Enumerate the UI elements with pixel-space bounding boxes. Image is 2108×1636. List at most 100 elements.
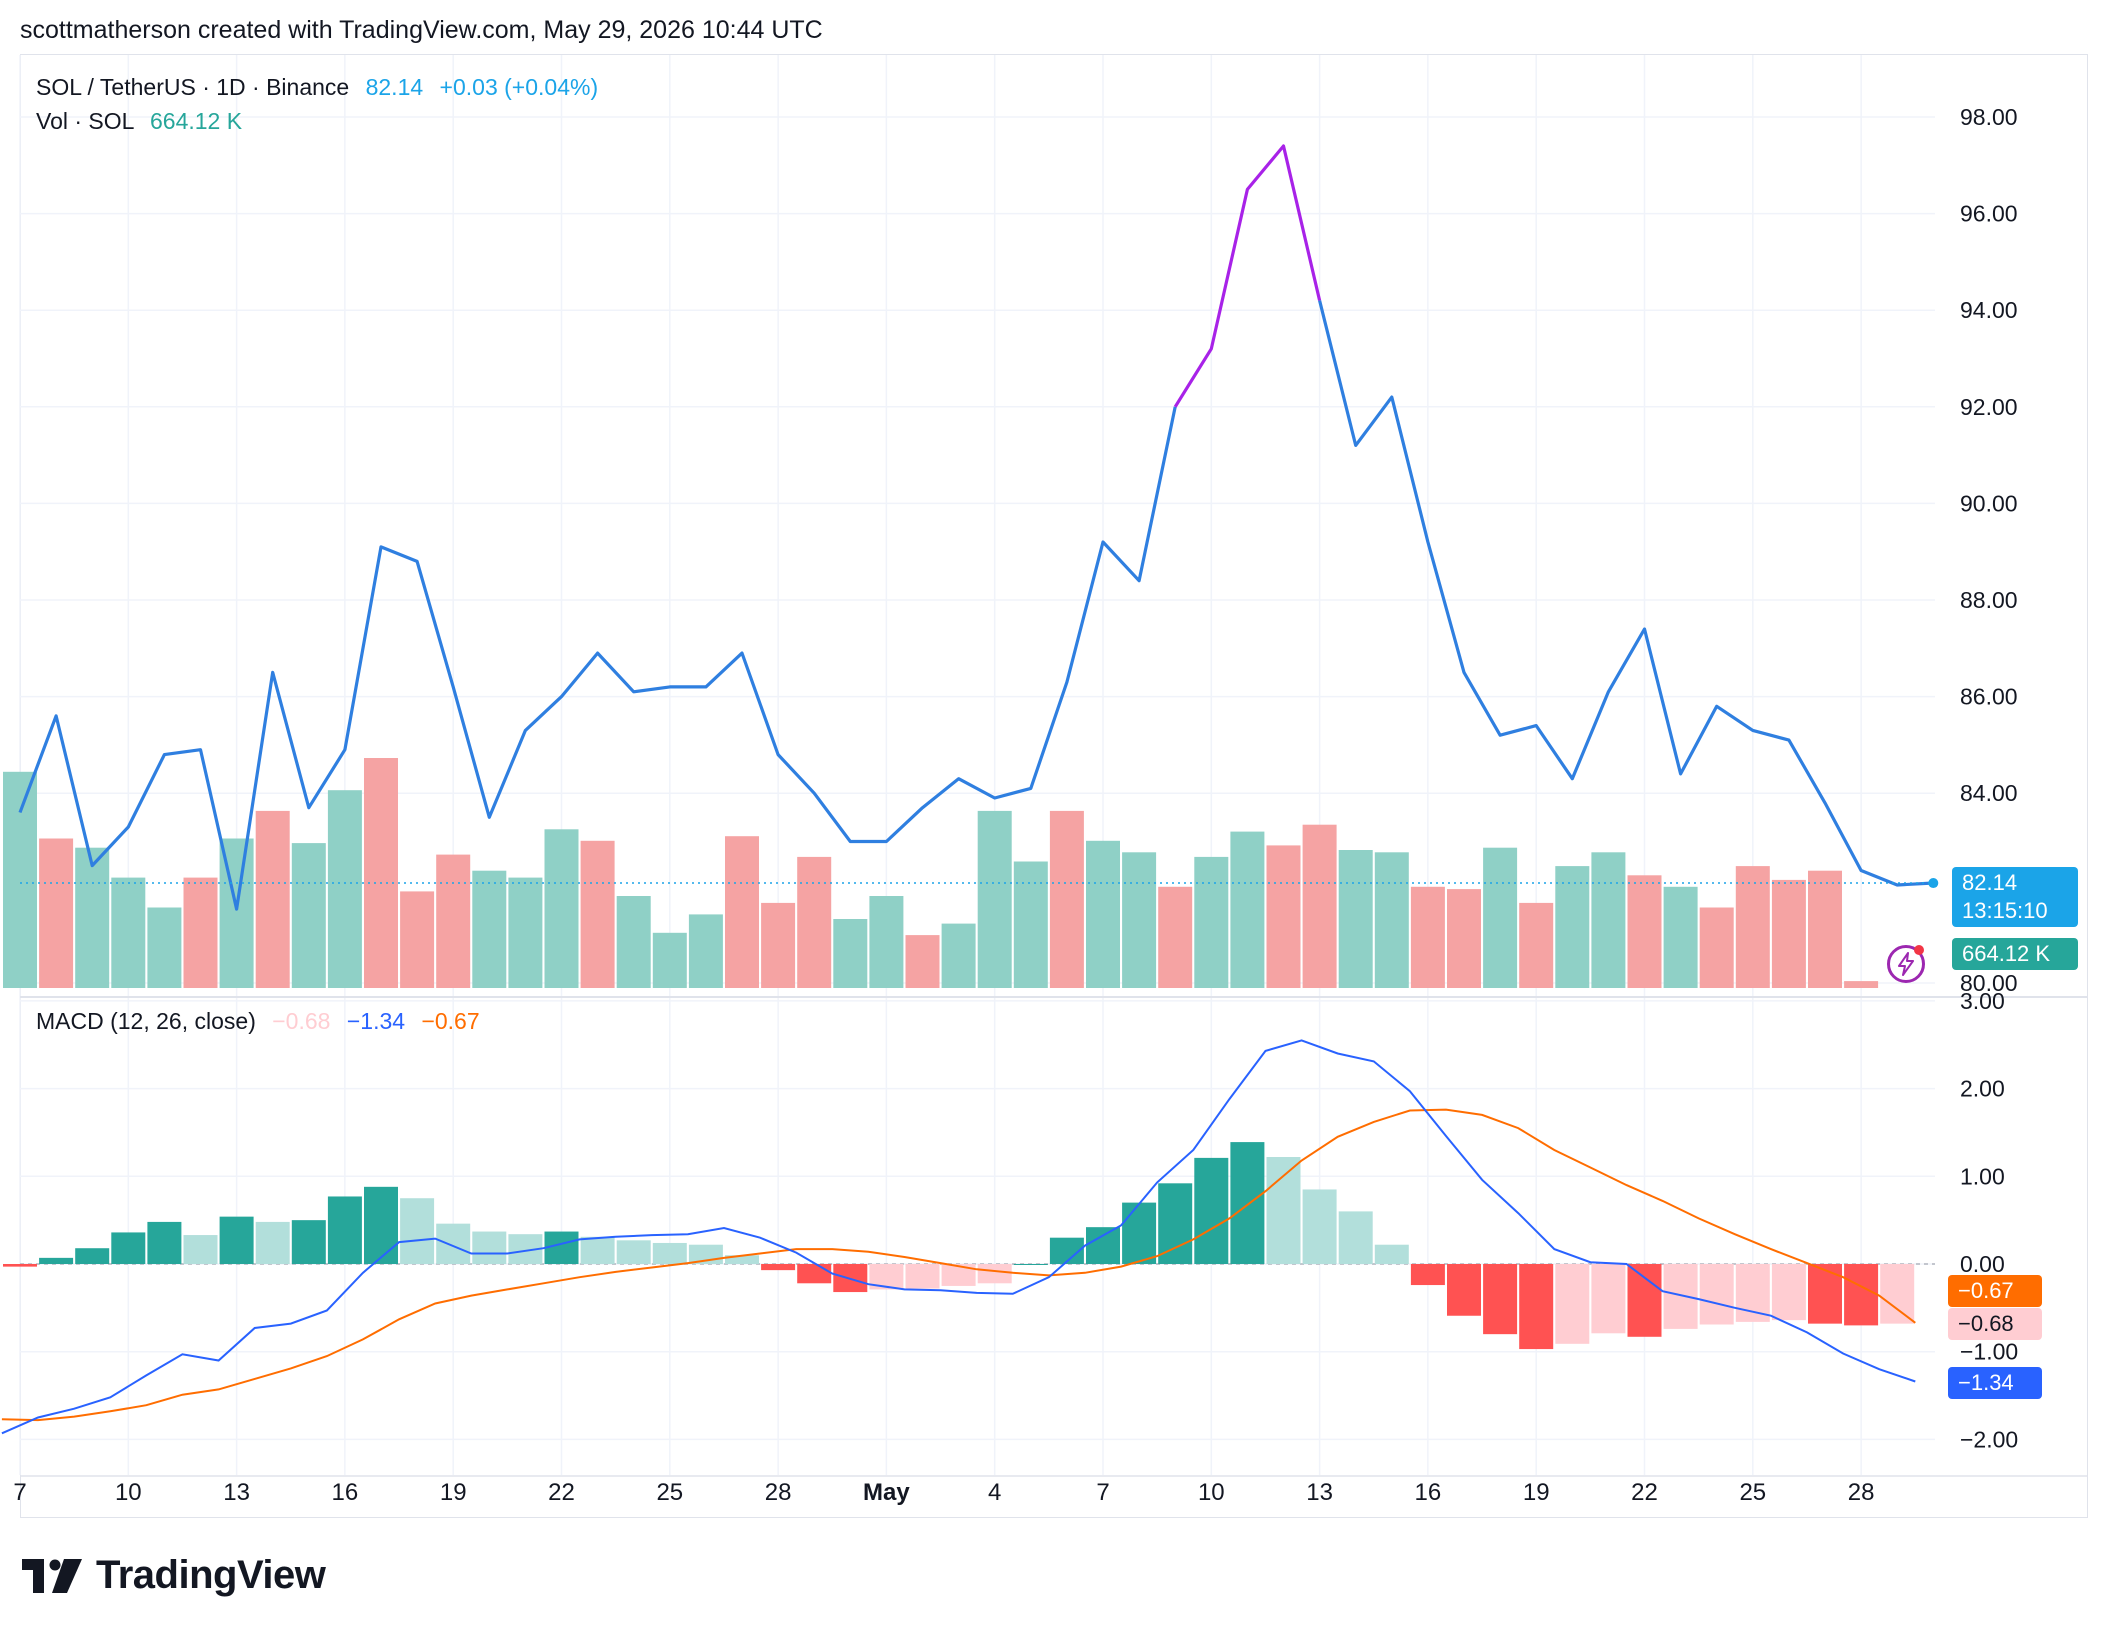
macd-line-value: −1.34 (346, 1008, 406, 1034)
macd-hist-value: −0.68 (272, 1008, 331, 1034)
volume-bar (1735, 866, 1770, 988)
macd-hist-bar (616, 1240, 651, 1264)
macd-hist-bar (1013, 1264, 1048, 1265)
volume-bar (1158, 886, 1193, 988)
macd-tag: −1.34 (1948, 1367, 2042, 1399)
volume-bar (508, 877, 543, 988)
macd-hist-bar (941, 1264, 976, 1286)
chart-canvas[interactable]: 98.00 96.00 94.00 92.00 90.00 88.00 86.00 84.00… (0, 0, 2108, 1530)
volume-bar (291, 843, 326, 988)
footer-logo[interactable]: TradingView (22, 1553, 326, 1598)
volume-bar (1086, 840, 1120, 988)
macd-histogram (3, 1142, 1915, 1350)
macd-hist-bar (1880, 1264, 1915, 1324)
macd-hist-bar (400, 1198, 435, 1264)
volume-bar (1230, 831, 1265, 988)
macd-hist-bar (219, 1216, 254, 1264)
macd-hist-bar (761, 1264, 796, 1271)
macd-hist-bar (1519, 1264, 1554, 1350)
volume-bar (1663, 886, 1698, 988)
volume-bar (1049, 810, 1084, 988)
volume-bar (580, 840, 615, 988)
volume-bar (1844, 981, 1879, 988)
price-legend: SOL / TetherUS · 1D · Binance 82.14 +0.0… (36, 70, 598, 138)
volume-bar (1519, 902, 1554, 988)
volume-bar (75, 847, 110, 988)
volume-bar (472, 870, 507, 988)
macd-hist-bar (1699, 1264, 1734, 1325)
price-tick-label: 98.00 (1960, 104, 2018, 130)
volume-label[interactable]: Vol · SOL (36, 108, 134, 134)
macd-hist-bar (436, 1223, 471, 1264)
signal-tag: −0.67 (1948, 1275, 2042, 1307)
macd-hist-bar (1844, 1264, 1879, 1326)
volume-bar (1410, 886, 1445, 988)
x-tick-label: 22 (548, 1479, 575, 1506)
price-tag: 82.14 13:15:10 (1952, 867, 2078, 927)
macd-hist-bar (580, 1236, 615, 1264)
macd-signal-value: −0.67 (421, 1008, 480, 1034)
volume-bar (1699, 907, 1734, 988)
macd-tick-label: 1.00 (1960, 1163, 2005, 1189)
volume-tag: 664.12 K (1952, 938, 2078, 970)
macd-hist-bar (1627, 1264, 1662, 1337)
macd-hist-bar (255, 1221, 290, 1264)
volume-bar (652, 932, 687, 988)
macd-tick-label: 3.00 (1960, 988, 2005, 1014)
macd-hist-bar (291, 1220, 326, 1264)
macd-hist-bar (39, 1257, 74, 1264)
macd-hist-bar (1808, 1264, 1842, 1324)
volume-bar (941, 923, 976, 988)
volume-bar (688, 914, 723, 988)
macd-label[interactable]: MACD (12, 26, close) (36, 1008, 256, 1034)
macd-hist-bar (977, 1264, 1012, 1284)
signal-line (1, 1108, 1916, 1422)
x-tick-label: 19 (1523, 1479, 1550, 1506)
macd-hist-bar (1374, 1244, 1409, 1264)
brand-name: TradingView (96, 1553, 326, 1597)
legend-change: +0.03 (+0.04%) (439, 74, 599, 100)
macd-hist-bar (544, 1231, 579, 1264)
macd-hist-bar (147, 1221, 182, 1264)
macd-hist-bar (1122, 1202, 1157, 1264)
macd-tick-label: 2.00 (1960, 1076, 2005, 1102)
macd-hist-bar (652, 1242, 687, 1264)
notification-dot-icon (1914, 945, 1924, 955)
macd-hist-bar (75, 1248, 110, 1264)
macd-legend: MACD (12, 26, close) −0.68 −1.34 −0.67 (36, 1008, 480, 1035)
x-tick-label: May (863, 1479, 910, 1506)
macd-lines (1, 1039, 1916, 1435)
macd-hist-bar (1266, 1157, 1301, 1264)
volume-bar (400, 891, 435, 988)
volume-bar (39, 838, 74, 988)
legend-price: 82.14 (365, 74, 424, 100)
volume-bar (1483, 847, 1518, 988)
macd-hist-bar (1338, 1211, 1373, 1264)
x-tick-label: 25 (656, 1479, 683, 1506)
volume-bar (905, 935, 940, 988)
macd-hist-bar (1230, 1142, 1265, 1264)
x-tick-label: 28 (765, 1479, 792, 1506)
volume-bar (1808, 870, 1842, 988)
macd-line (1, 1039, 1916, 1435)
price-tick-label: 94.00 (1960, 297, 2018, 323)
volume-bar (364, 758, 398, 988)
volume-bars (3, 758, 1879, 988)
volume-bar (436, 854, 471, 988)
price-tick-label: 90.00 (1960, 490, 2018, 516)
price-tick-label: 80.00 (1960, 970, 2018, 996)
volume-bar (1302, 824, 1337, 988)
volume-bar (1266, 845, 1301, 988)
symbol-label[interactable]: SOL / TetherUS · 1D · Binance (36, 74, 350, 100)
x-tick-label: 4 (988, 1479, 1001, 1506)
macd-hist-bar (1086, 1227, 1120, 1264)
x-tick-label: 13 (223, 1479, 250, 1506)
volume-bar (3, 771, 37, 988)
volume-bar (1194, 856, 1229, 988)
macd-hist-bar (1591, 1264, 1626, 1334)
volume-bar (1374, 852, 1409, 988)
price-series-line-tail (1318, 300, 1934, 887)
volume-bar (725, 836, 759, 988)
macd-tick-label: 0.00 (1960, 1251, 2005, 1277)
macd-hist-bar (1410, 1264, 1445, 1286)
